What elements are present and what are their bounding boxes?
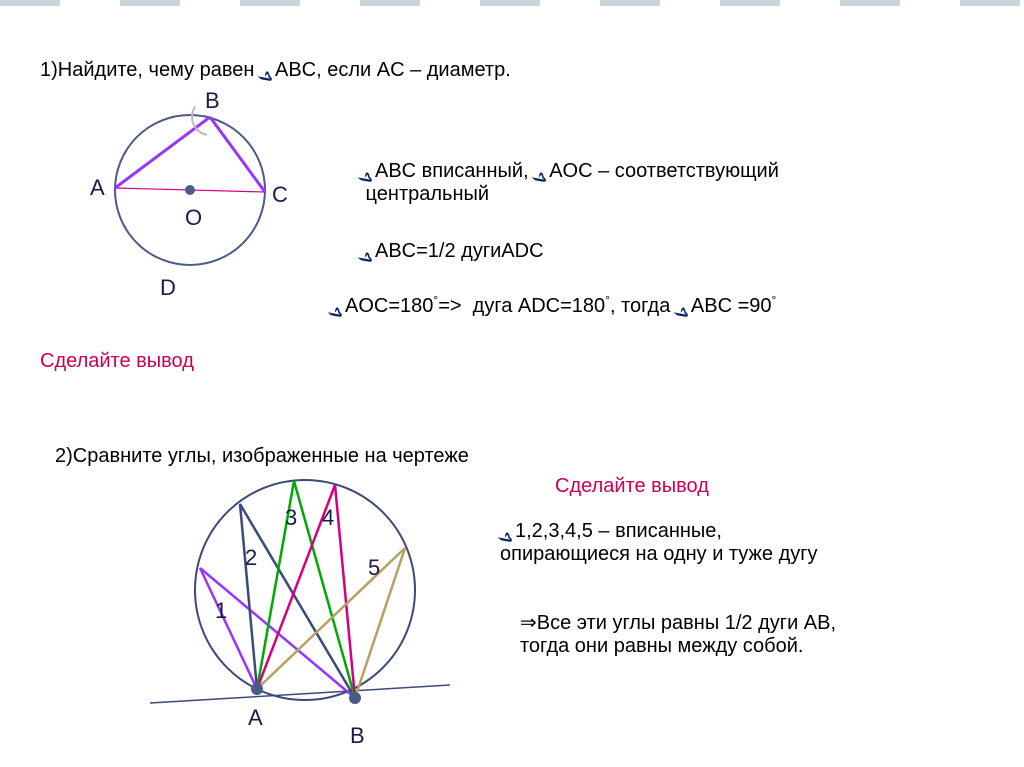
svg-text:O: O bbox=[185, 205, 202, 230]
svg-text:4: 4 bbox=[322, 505, 334, 530]
svg-text:5: 5 bbox=[368, 555, 380, 580]
statement5: ⇒Все эти углы равны 1/2 дуги AB, тогда о… bbox=[520, 610, 836, 658]
statement2: ﮮABC=1/2 дугиADC bbox=[360, 240, 544, 263]
diagram2: 1 2 34 5 A B bbox=[150, 460, 450, 750]
diagram1: B A C O D bbox=[40, 70, 300, 300]
slide-top-border bbox=[0, 0, 1024, 6]
stmt5b: тогда они равны между собой. bbox=[520, 635, 803, 657]
stmt4b: опирающиеся на одну и туже дугу bbox=[500, 543, 818, 565]
svg-text:1: 1 bbox=[215, 598, 227, 623]
conclusion1: Сделайте вывод bbox=[40, 350, 194, 373]
svg-text:2: 2 bbox=[245, 545, 257, 570]
svg-text:3: 3 bbox=[285, 505, 297, 530]
statement4: ﮮ1,2,3,4,5 – вписанные, опирающиеся на о… bbox=[500, 520, 818, 566]
svg-text:D: D bbox=[160, 275, 176, 300]
conclusion2: Сделайте вывод bbox=[555, 475, 709, 498]
svg-text:B: B bbox=[205, 88, 220, 113]
statement3: ﮮAOC=180°=> дуга ADC=180°, тогда ﮮABC =9… bbox=[330, 295, 776, 318]
svg-text:B: B bbox=[350, 723, 365, 748]
statement1: ﮮABC вписанный, ﮮAOC – соответствующий ц… bbox=[360, 160, 779, 206]
svg-text:A: A bbox=[248, 705, 263, 730]
slide-content: 1)Найдите, чему равен ﮮABC, если AC – ди… bbox=[0, 20, 1024, 767]
svg-text:A: A bbox=[90, 175, 105, 200]
svg-text:C: C bbox=[272, 182, 288, 207]
stmt5a-rest: Все эти углы равны 1/2 дуги AB, bbox=[537, 612, 836, 634]
stmt4a-rest: 1,2,3,4,5 – вписанные, bbox=[515, 520, 722, 542]
